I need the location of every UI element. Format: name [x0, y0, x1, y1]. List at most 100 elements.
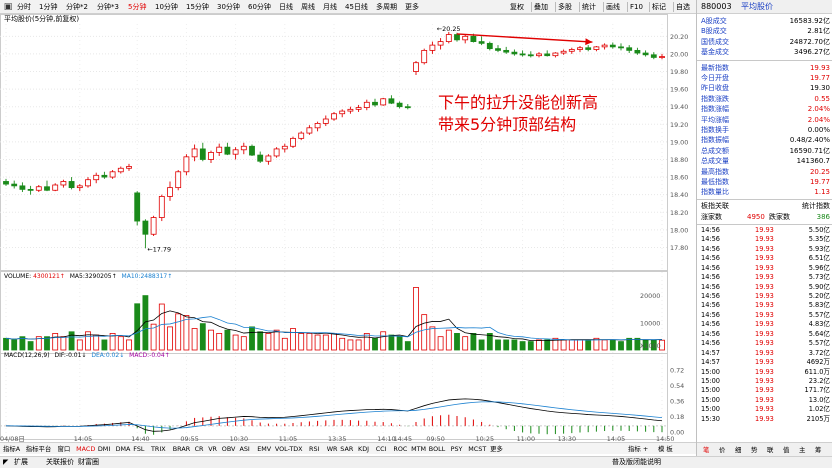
tick-price: 19.93	[755, 395, 774, 404]
indicator-tab-13[interactable]: EMV	[257, 445, 272, 453]
volume-ma10: 2488317↑	[140, 273, 173, 280]
period-tab-13[interactable]: 多周期	[376, 3, 397, 11]
indicator-tab-23[interactable]: PSY	[450, 445, 463, 453]
board-stat-label[interactable]: 统计指数	[802, 201, 830, 210]
stat-label: 今日开盘	[701, 74, 729, 82]
right-tab-1[interactable]: 价	[719, 446, 726, 454]
candle-body	[585, 47, 592, 50]
volume-ma5: 3290205↑	[84, 273, 117, 280]
toolbar-btn-7[interactable]: 自选	[676, 3, 690, 11]
indicator-tab-18[interactable]: KDJ	[358, 445, 369, 453]
period-tab-8[interactable]: 60分钟	[248, 3, 271, 11]
bottom-link-1[interactable]: 关联报价	[46, 458, 74, 466]
period-tab-12[interactable]: 45日线	[345, 3, 368, 11]
indicator-tab-21[interactable]: MTM	[411, 445, 427, 453]
volume-bar	[117, 336, 124, 351]
toolbar-btn-2[interactable]: 多股	[558, 3, 572, 11]
period-tab-1[interactable]: 1分钟	[39, 3, 58, 11]
volume-bar	[659, 339, 665, 351]
right-tab-2[interactable]: 细	[735, 446, 742, 454]
period-tab-9[interactable]: 日线	[279, 3, 293, 11]
period-tab-10[interactable]: 周线	[301, 3, 315, 11]
right-tab-0[interactable]: 笔	[703, 446, 710, 454]
bottom-link-2[interactable]: 财富圈	[78, 458, 99, 466]
indicator-tab-11[interactable]: OBV	[221, 445, 236, 453]
volume-bar	[470, 333, 477, 351]
period-tab-4[interactable]: 5分钟	[128, 3, 147, 11]
period-tab-6[interactable]: 15分钟	[186, 3, 209, 11]
right-tab-4[interactable]: 联	[767, 446, 774, 454]
stat-value: 1.13	[814, 188, 830, 197]
indicator-tab-5[interactable]: DMA	[115, 445, 131, 453]
candle-body	[511, 51, 518, 55]
screen-icon[interactable]: ▣	[3, 2, 13, 12]
indicator-tab-0[interactable]: 指标A	[3, 445, 21, 453]
indicator-tab-3[interactable]: MACD	[76, 445, 96, 453]
toolbar-btn-4[interactable]: 画线	[606, 3, 620, 11]
indicator-tab-16[interactable]: WR	[326, 445, 338, 453]
macd-tick-label: 0.72	[670, 367, 684, 375]
board-link-label[interactable]: 板指关联	[701, 201, 729, 210]
tick-time: 15:00	[701, 395, 721, 404]
indicator-tab-10[interactable]: VR	[208, 445, 217, 453]
toolbar-btn-0[interactable]: 复权	[510, 3, 524, 11]
indicator-tab-8[interactable]: BRAR	[172, 445, 191, 453]
expand-icon[interactable]: ◤	[3, 458, 9, 466]
indicator-tab-6[interactable]: FSL	[133, 445, 145, 453]
candle-body	[60, 181, 67, 186]
toolbar-btn-5[interactable]: F10	[630, 3, 643, 11]
toolbar-btn-6[interactable]: 标记	[652, 3, 666, 11]
indicator-tab-25[interactable]: 更多	[490, 445, 503, 453]
kline-chart[interactable]: 17.80 18.00 18.20 18.40 18.60 18.80 19.00 19.20…	[0, 14, 696, 442]
volume-bar	[27, 341, 34, 351]
period-tab-11[interactable]: 月线	[323, 3, 337, 11]
candle-body	[495, 48, 501, 51]
stat-value: 2.81亿	[807, 27, 830, 36]
period-tab-7[interactable]: 30分钟	[217, 3, 240, 11]
toolbar-btn-1[interactable]: 叠加	[534, 3, 548, 11]
period-tab-3[interactable]: 分钟*3	[97, 3, 119, 11]
tab-right-1[interactable]: 模 板	[658, 445, 673, 453]
indicator-tab-17[interactable]: SAR	[340, 445, 354, 453]
candle-body	[134, 192, 141, 222]
volume-bar	[109, 333, 116, 351]
candle-body	[527, 54, 534, 57]
period-tab-5[interactable]: 10分钟	[155, 3, 178, 11]
price-tick-label: 19.80	[670, 68, 688, 76]
candle-body	[150, 217, 157, 235]
indicator-tab-9[interactable]: CR	[194, 445, 204, 453]
toolbar-btn-3[interactable]: 统计	[582, 3, 596, 11]
tick-price: 19.93	[755, 377, 774, 385]
indicator-tab-15[interactable]: RSI	[309, 445, 320, 453]
right-tab-5[interactable]: 值	[783, 446, 790, 454]
period-tab-0[interactable]: 分时	[17, 3, 31, 11]
indicator-tab-19[interactable]: CCI	[375, 445, 387, 453]
indicator-tab-4[interactable]: DMI	[97, 445, 111, 453]
period-tab-2[interactable]: 分钟*2	[66, 3, 88, 11]
indicator-tab-1[interactable]: 指标平台	[25, 445, 52, 453]
candle-body	[191, 148, 198, 158]
feature-note[interactable]: 普及版闭能说明	[612, 458, 661, 466]
indicator-tab-7[interactable]: TRIX	[151, 445, 166, 453]
period-tab-14[interactable]: 更多	[405, 3, 419, 11]
indicator-tab-2[interactable]: 窗口	[57, 445, 71, 453]
indicator-tab-22[interactable]: BOLL	[428, 445, 446, 453]
candle-body	[216, 146, 223, 153]
indicator-tab-20[interactable]: ROC	[393, 445, 408, 453]
tab-right-0[interactable]: 指标 +	[628, 445, 649, 453]
indicator-tab-24[interactable]: MCST	[468, 445, 487, 453]
right-tab-3[interactable]: 势	[751, 446, 758, 454]
bottom-link-0[interactable]: 扩展	[14, 458, 28, 466]
index-name[interactable]: 平均股价	[741, 2, 773, 11]
macd-value: -0.04↑	[149, 352, 170, 359]
tick-price: 19.93	[755, 386, 774, 395]
indicator-tab-14[interactable]: VOL-TDX	[274, 445, 303, 453]
tick-row: 14:56 19.93 5.90亿	[697, 283, 832, 292]
right-tab-6[interactable]: 主	[799, 446, 806, 454]
candle-body	[404, 106, 411, 109]
right-tab-7[interactable]: 筹	[815, 446, 822, 454]
stat-label: 基金成交	[701, 48, 729, 57]
indicator-tab-12[interactable]: ASI	[239, 445, 250, 453]
board-link-row[interactable]: 板指关联 统计指数	[697, 201, 832, 211]
annotation-text-line: 带来5分钟顶部结构	[438, 115, 576, 134]
